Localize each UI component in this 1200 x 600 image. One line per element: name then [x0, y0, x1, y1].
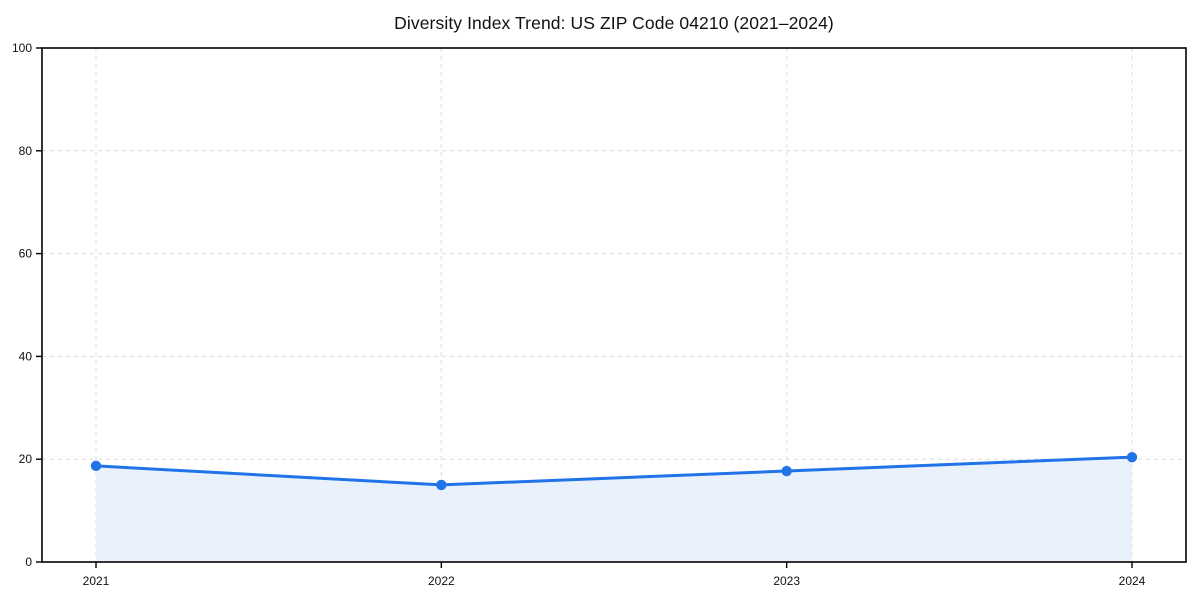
axis-labels: 0 20 40 60 80 100 2021 2022 2023 2024 [12, 41, 1146, 588]
data-point-2024 [1126, 451, 1138, 463]
area-fill [96, 457, 1132, 562]
y-tick-label: 60 [19, 247, 33, 261]
y-tick-label: 80 [19, 144, 33, 158]
y-tick-label: 100 [12, 41, 32, 55]
data-point-2023 [781, 465, 792, 477]
series-line [94, 455, 1134, 487]
chart-title: Diversity Index Trend: US ZIP Code 04210… [394, 13, 834, 33]
axis-ticks [36, 47, 1133, 568]
x-tick-label: 2022 [428, 574, 455, 588]
x-tick-label: 2021 [83, 574, 110, 588]
y-tick-label: 0 [25, 555, 32, 569]
y-tick-label: 40 [19, 349, 33, 363]
data-point-2021 [90, 460, 102, 472]
data-point-2022 [436, 479, 447, 491]
plot-frame [41, 47, 1187, 563]
x-tick-label: 2024 [1119, 574, 1146, 588]
data-points [90, 451, 1138, 491]
y-tick-label: 20 [19, 452, 33, 466]
gridlines [42, 48, 1186, 562]
x-tick-label: 2023 [773, 574, 800, 588]
